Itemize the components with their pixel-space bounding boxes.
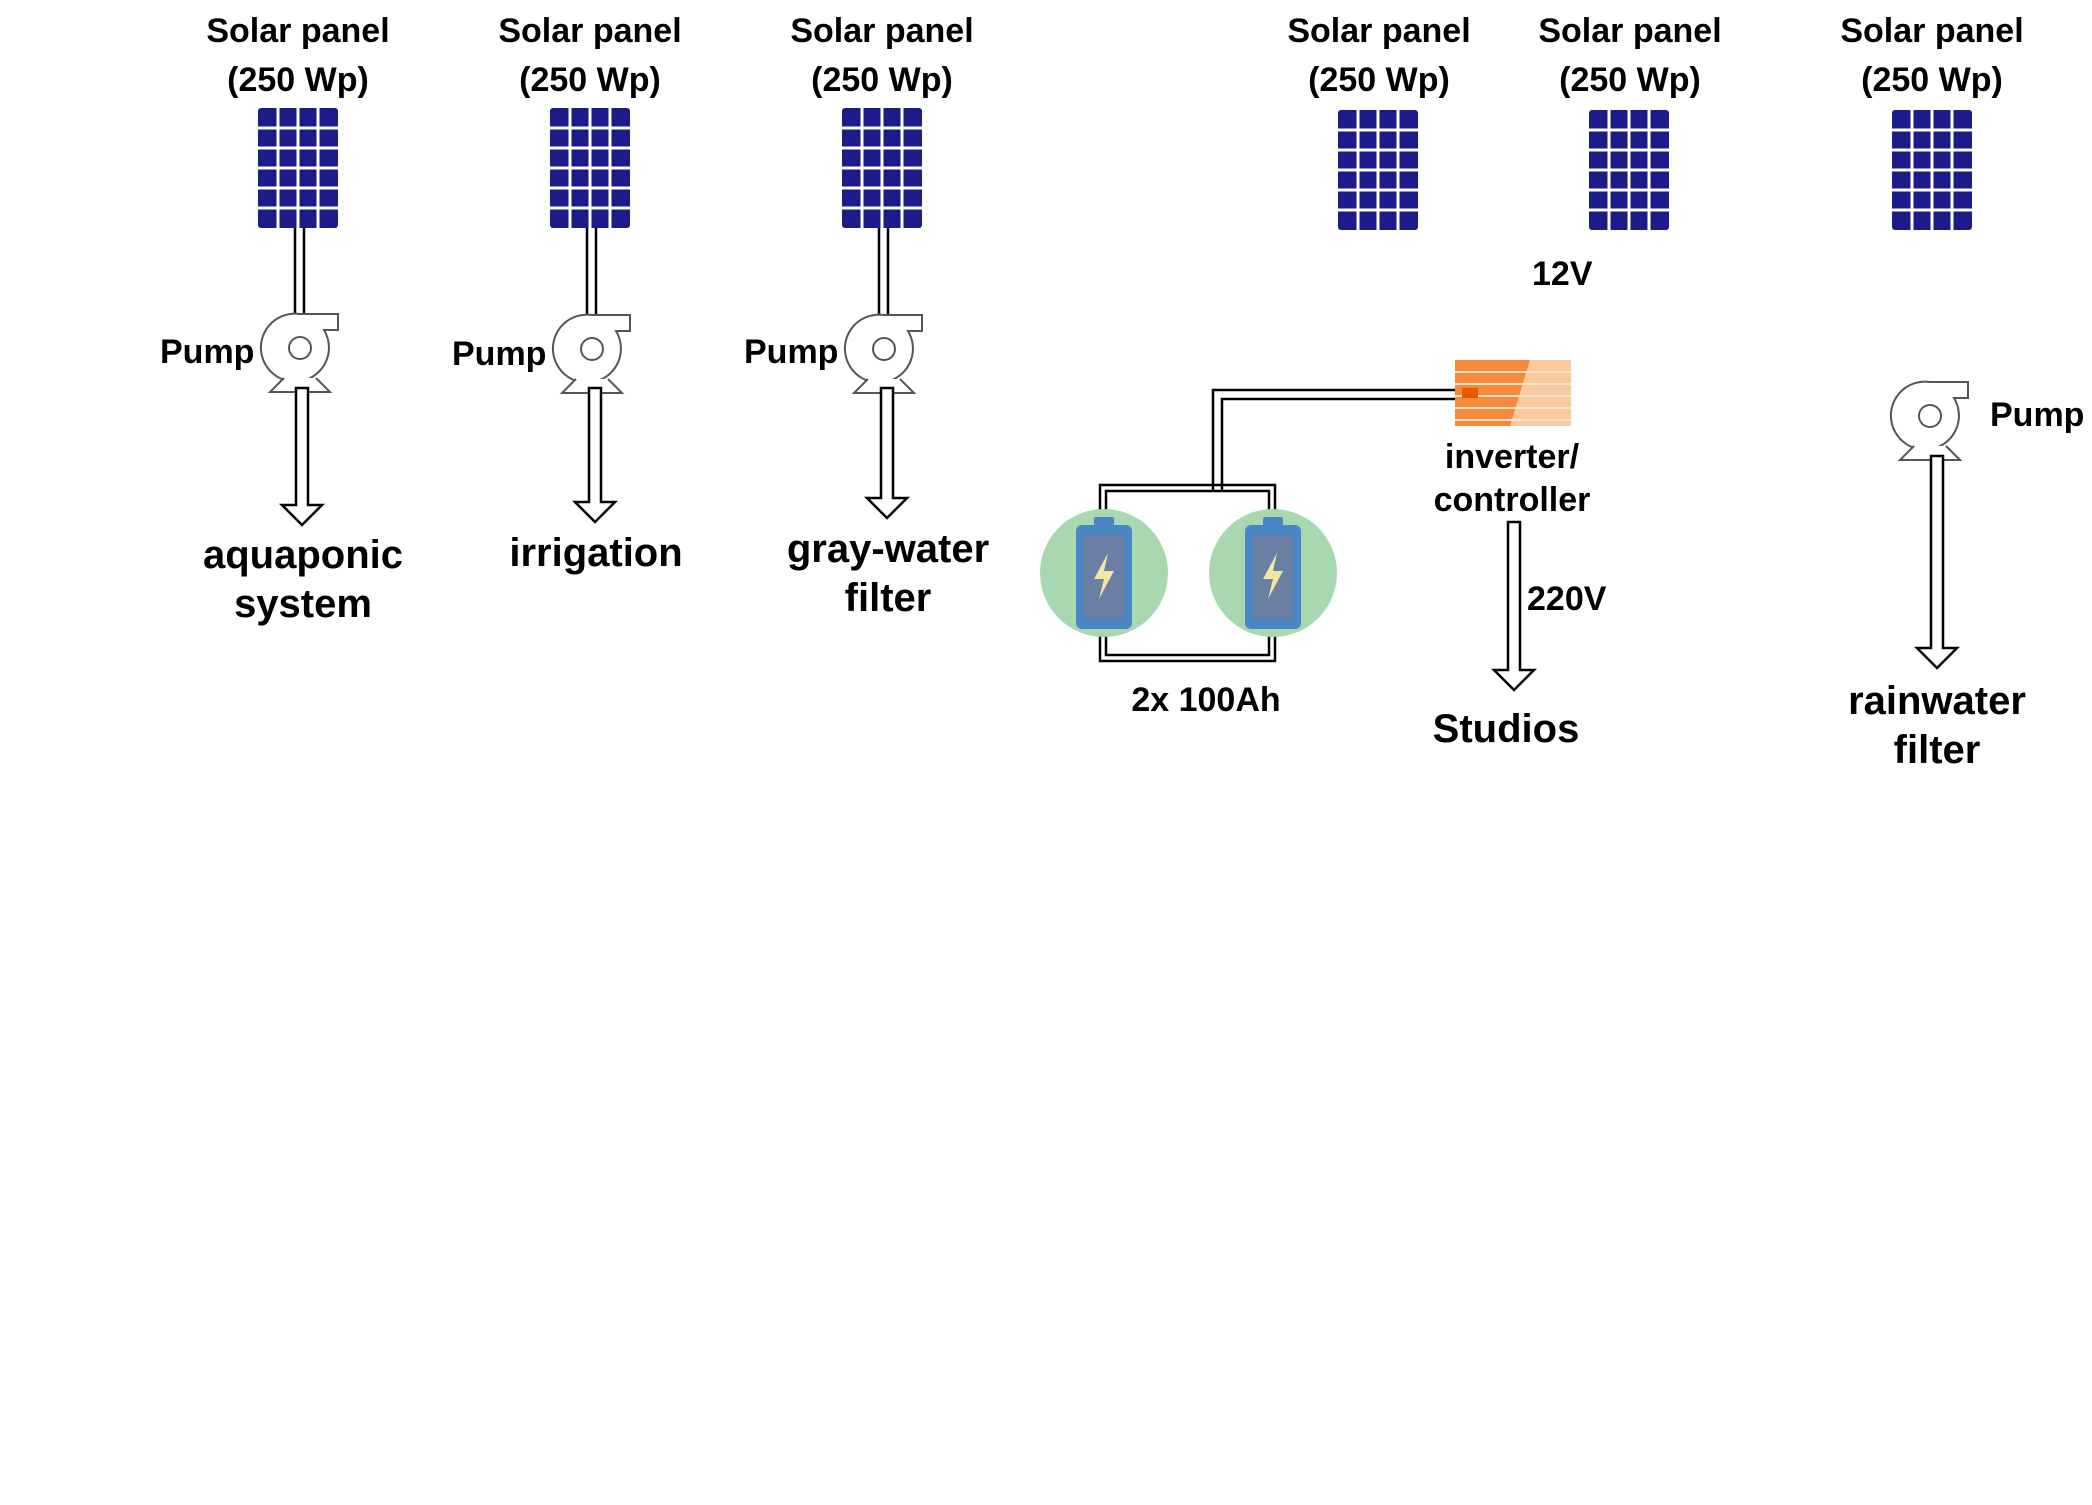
panel-5-name: Solar panel	[1538, 12, 1721, 50]
panel-pump-cables	[293, 228, 890, 318]
panel-2-name: Solar panel	[498, 12, 681, 50]
solar-panel-1: Solar panel (250 Wp)	[206, 12, 390, 230]
pump-4-icon	[1889, 380, 1969, 461]
pump-1-label: Pump	[160, 333, 254, 371]
panel-3-name: Solar panel	[790, 12, 973, 50]
destination-rainwater: rainwater filter	[1848, 679, 2026, 772]
battery-label: 2x 100Ah	[1131, 681, 1280, 719]
pump-4-label: Pump	[1990, 396, 2084, 434]
battery-2-icon	[1209, 509, 1337, 637]
voltage-dc-label: 12V	[1532, 255, 1593, 293]
inverter-label-line-2: controller	[1434, 481, 1591, 519]
arrow-graywater	[863, 386, 911, 520]
panel-5-rating: (250 Wp)	[1559, 61, 1701, 99]
arrow-rainwater	[1913, 454, 1961, 670]
solar-panel-6: Solar panel (250 Wp)	[1840, 12, 2024, 232]
solar-panel-5-icon	[1587, 108, 1671, 232]
solar-panel-4: Solar panel (250 Wp)	[1287, 12, 1471, 232]
pump-2-label: Pump	[452, 335, 546, 373]
pump-3-icon	[843, 313, 923, 394]
solar-panel-6-icon	[1890, 108, 1974, 232]
voltage-ac-label: 220V	[1527, 580, 1607, 618]
solar-panel-5: Solar panel (250 Wp)	[1538, 12, 1722, 232]
solar-panel-2-icon	[548, 106, 632, 230]
pump-2: Pump	[452, 313, 631, 394]
destination-aquaponic: aquaponic system	[203, 533, 403, 626]
arrow-aquaponic	[278, 386, 326, 527]
panel-1-rating: (250 Wp)	[227, 61, 369, 99]
graywater-line-2: filter	[845, 576, 932, 620]
arrow-studios	[1490, 520, 1538, 692]
panel-6-rating: (250 Wp)	[1861, 61, 2003, 99]
pump-3: Pump	[744, 313, 923, 394]
solar-panel-3-icon	[840, 106, 924, 230]
inverter-label-line-1: inverter/	[1445, 438, 1580, 476]
destination-graywater: gray-water filter	[787, 527, 989, 620]
panel-3-rating: (250 Wp)	[811, 61, 953, 99]
inverter-indicator	[1462, 388, 1478, 398]
solar-panel-1-icon	[256, 106, 340, 230]
aquaponic-line-2: system	[234, 582, 372, 626]
pump-2-icon	[551, 313, 631, 394]
rainwater-line-1: rainwater	[1848, 679, 2026, 723]
graywater-line-1: gray-water	[787, 527, 989, 571]
pump-3-label: Pump	[744, 333, 838, 371]
pump-1-icon	[259, 312, 339, 393]
arrow-irrigation	[571, 386, 619, 524]
flow-arrows	[278, 386, 1961, 692]
solar-panel-4-icon	[1336, 108, 1420, 232]
aquaponic-line-1: aquaponic	[203, 533, 403, 577]
inverter-controller: inverter/ controller	[1434, 360, 1591, 519]
panel-4-rating: (250 Wp)	[1308, 61, 1450, 99]
panel-1-name: Solar panel	[206, 12, 389, 50]
solar-panel-2: Solar panel (250 Wp)	[498, 12, 682, 230]
panel-6-name: Solar panel	[1840, 12, 2023, 50]
wire-inverter-outer	[1211, 388, 1455, 490]
destination-irrigation: irrigation	[509, 531, 682, 575]
panel-2-rating: (250 Wp)	[519, 61, 661, 99]
rainwater-line-2: filter	[1894, 728, 1981, 772]
destination-studios: Studios	[1433, 707, 1580, 751]
battery-1-icon	[1040, 509, 1168, 637]
solar-panel-3: Solar panel (250 Wp)	[790, 12, 974, 230]
wire-inverter-inner	[1220, 397, 1455, 490]
pump-4: Pump	[1889, 380, 2084, 461]
inverter-front	[1455, 360, 1530, 426]
panel-4-name: Solar panel	[1287, 12, 1470, 50]
pump-1: Pump	[160, 312, 339, 393]
